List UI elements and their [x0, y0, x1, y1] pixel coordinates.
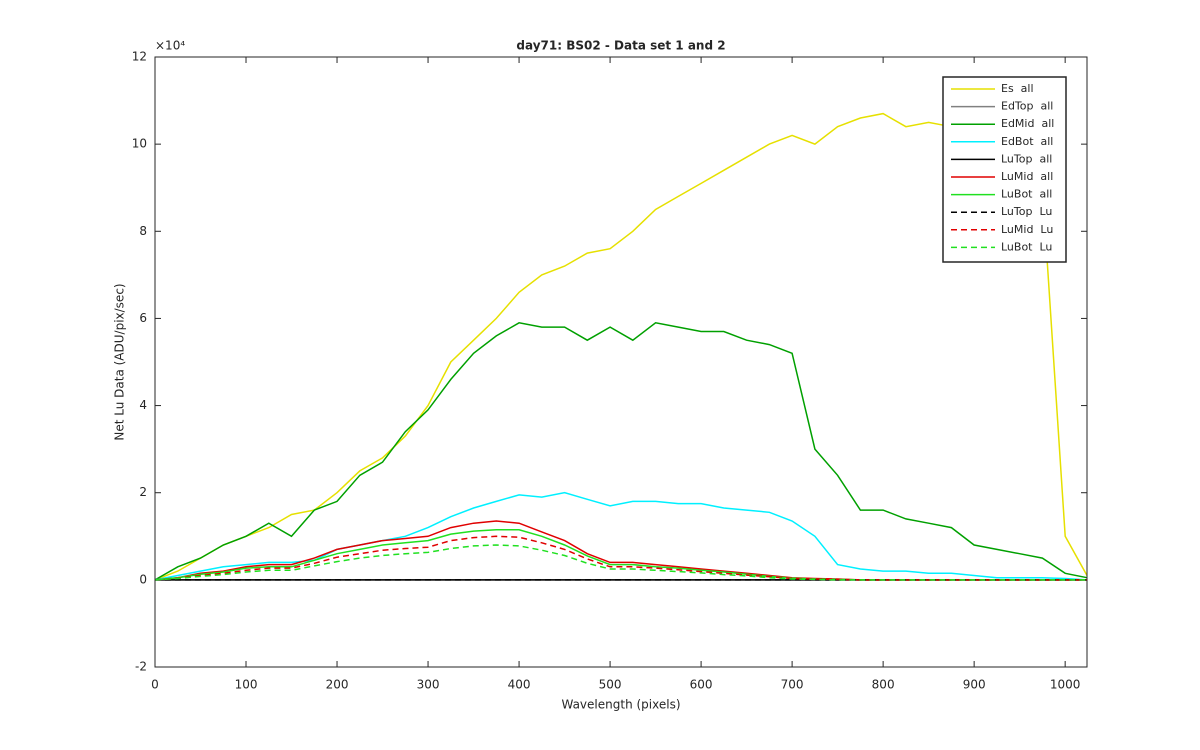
x-tick-label: 200 — [326, 678, 349, 692]
x-tick-label: 400 — [508, 678, 531, 692]
plot-frame — [154, 56, 1088, 668]
legend-label: LuMid Lu — [1001, 223, 1053, 236]
series-line — [154, 544, 1087, 581]
legend-label: EdTop all — [1001, 100, 1053, 113]
x-tick-label: 800 — [872, 678, 895, 692]
x-tick-label: 900 — [963, 678, 986, 692]
x-tick-label: 500 — [599, 678, 622, 692]
legend: Es all EdTop all EdMid all EdBot all LuTop a… — [942, 76, 1067, 263]
y-tick-label: -2 — [135, 660, 147, 674]
x-tick-label: 100 — [235, 678, 258, 692]
legend-label: LuTop all — [1001, 152, 1052, 165]
legend-label: EdBot all — [1001, 135, 1053, 148]
y-tick-label: 6 — [139, 311, 147, 325]
x-tick-label: 700 — [781, 678, 804, 692]
x-tick-label: 0 — [151, 678, 159, 692]
series-line — [154, 322, 1088, 581]
y-tick-label: 0 — [139, 572, 147, 586]
series-line — [154, 112, 1088, 581]
x-tick-label: 300 — [417, 678, 440, 692]
legend-label: LuBot all — [1001, 188, 1052, 201]
y-tick-label: 2 — [139, 485, 147, 499]
x-tick-label: 600 — [690, 678, 713, 692]
legend-label: EdMid all — [1001, 117, 1054, 130]
chart-title: day71: BS02 - Data set 1 and 2 — [516, 39, 725, 53]
legend-box — [942, 76, 1067, 263]
x-tick-label: 1000 — [1050, 678, 1081, 692]
y-tick-label: 4 — [139, 398, 147, 412]
y-tick-label: 8 — [139, 224, 147, 238]
legend-label: LuMid all — [1001, 170, 1053, 183]
legend-label: LuTop Lu — [1001, 205, 1052, 218]
y-axis-label: Net Lu Data (ADU/pix/sec) — [113, 283, 127, 440]
series-line — [154, 535, 1087, 581]
y-tick-label: 12 — [132, 50, 147, 64]
legend-label: LuBot Lu — [1001, 240, 1052, 253]
y-tick-label: 10 — [132, 137, 147, 151]
y-exponent-label: ×10⁴ — [155, 39, 185, 53]
legend-label: Es all — [1001, 82, 1034, 95]
x-axis-label: Wavelength (pixels) — [561, 698, 680, 712]
